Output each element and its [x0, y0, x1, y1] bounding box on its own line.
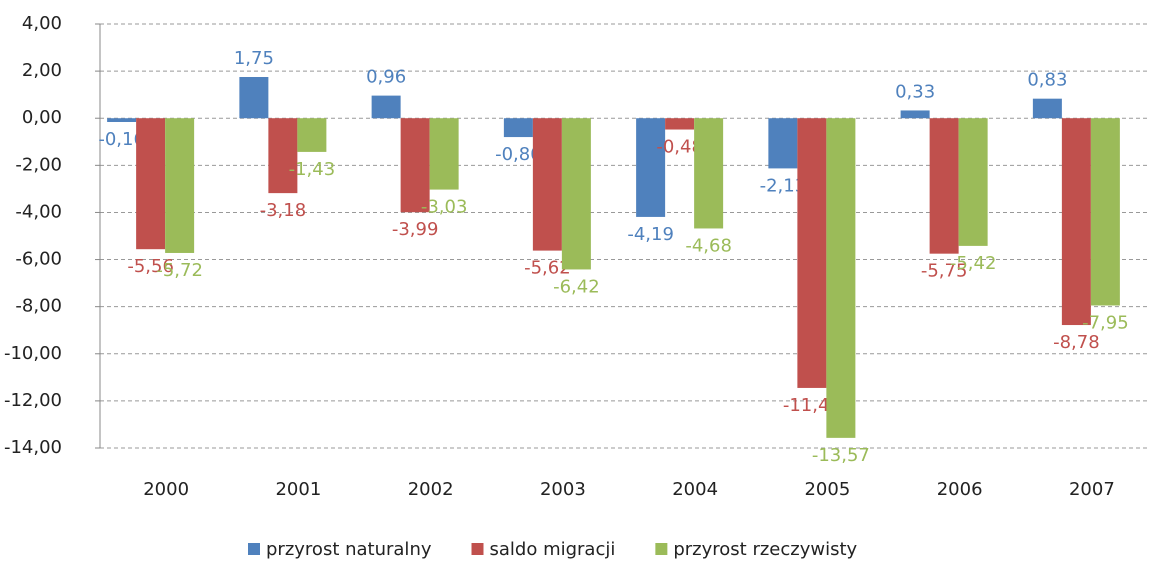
x-tick-label: 2006 — [937, 479, 983, 500]
legend-label: przyrost rzeczywisty — [673, 539, 857, 560]
data-label: -8,78 — [1053, 332, 1100, 353]
bar — [768, 118, 798, 169]
bar — [900, 110, 930, 119]
data-label: 0,96 — [366, 67, 406, 88]
legend-swatch — [655, 543, 668, 555]
data-label: -1,43 — [289, 159, 336, 180]
bar — [136, 118, 166, 250]
data-label: -2,13 — [760, 175, 807, 196]
y-tick-label: -12,00 — [4, 390, 62, 411]
bar — [107, 118, 137, 122]
y-tick-label: -2,00 — [15, 154, 62, 175]
data-label: -5,56 — [127, 256, 174, 277]
bar — [268, 118, 298, 194]
y-tick-label: 0,00 — [22, 107, 62, 128]
data-label: -4,19 — [627, 224, 674, 245]
bar — [797, 118, 827, 388]
bar — [1061, 118, 1091, 326]
data-label: -3,03 — [421, 197, 468, 218]
x-tick-label: 2007 — [1069, 479, 1115, 500]
y-tick-label: -4,00 — [15, 201, 62, 222]
x-tick-label: 2004 — [672, 479, 718, 500]
x-tick-label: 2001 — [275, 479, 321, 500]
data-label: -0,48 — [656, 137, 703, 158]
legend-label: przyrost naturalny — [266, 539, 432, 560]
y-tick-label: -6,00 — [15, 249, 62, 270]
data-label: -0,16 — [98, 129, 145, 150]
bar — [239, 77, 269, 119]
bar — [429, 118, 459, 190]
bar — [503, 118, 533, 138]
bar — [400, 118, 430, 213]
data-label: 0,83 — [1027, 70, 1067, 91]
bar — [826, 118, 856, 438]
bar — [958, 118, 988, 246]
data-label: -5,72 — [156, 260, 203, 281]
y-tick-label: -10,00 — [4, 343, 62, 364]
data-label: 1,75 — [234, 48, 274, 69]
bar — [297, 118, 327, 152]
bar — [665, 118, 695, 130]
x-tick-label: 2003 — [540, 479, 586, 500]
data-label: -3,99 — [392, 219, 439, 240]
data-label: -5,75 — [921, 261, 968, 282]
bar — [636, 118, 666, 217]
bar — [1032, 98, 1062, 119]
y-tick-label: 4,00 — [22, 13, 62, 34]
bar — [694, 118, 724, 229]
data-label: -7,95 — [1082, 312, 1129, 333]
data-label: -5,42 — [950, 253, 997, 274]
data-label: -0,80 — [495, 144, 542, 165]
bar — [1090, 118, 1120, 306]
data-label: -13,57 — [812, 445, 870, 466]
legend-label: saldo migracji — [490, 539, 616, 560]
bar — [561, 118, 591, 270]
data-label: -3,18 — [260, 200, 307, 221]
x-tick-label: 2002 — [408, 479, 454, 500]
bar — [929, 118, 959, 254]
y-tick-label: -14,00 — [4, 437, 62, 458]
x-tick-label: 2000 — [143, 479, 189, 500]
data-label: -5,62 — [524, 258, 571, 279]
data-label: -6,42 — [553, 276, 600, 297]
bar — [532, 118, 562, 251]
x-tick-label: 2005 — [804, 479, 850, 500]
bar — [165, 118, 195, 253]
y-tick-label: 2,00 — [22, 60, 62, 81]
legend-swatch — [248, 543, 260, 555]
data-label: -4,68 — [685, 235, 732, 256]
bar — [371, 95, 401, 119]
legend-swatch — [471, 543, 484, 555]
data-label: 0,33 — [895, 81, 935, 102]
y-tick-label: -8,00 — [15, 296, 62, 317]
